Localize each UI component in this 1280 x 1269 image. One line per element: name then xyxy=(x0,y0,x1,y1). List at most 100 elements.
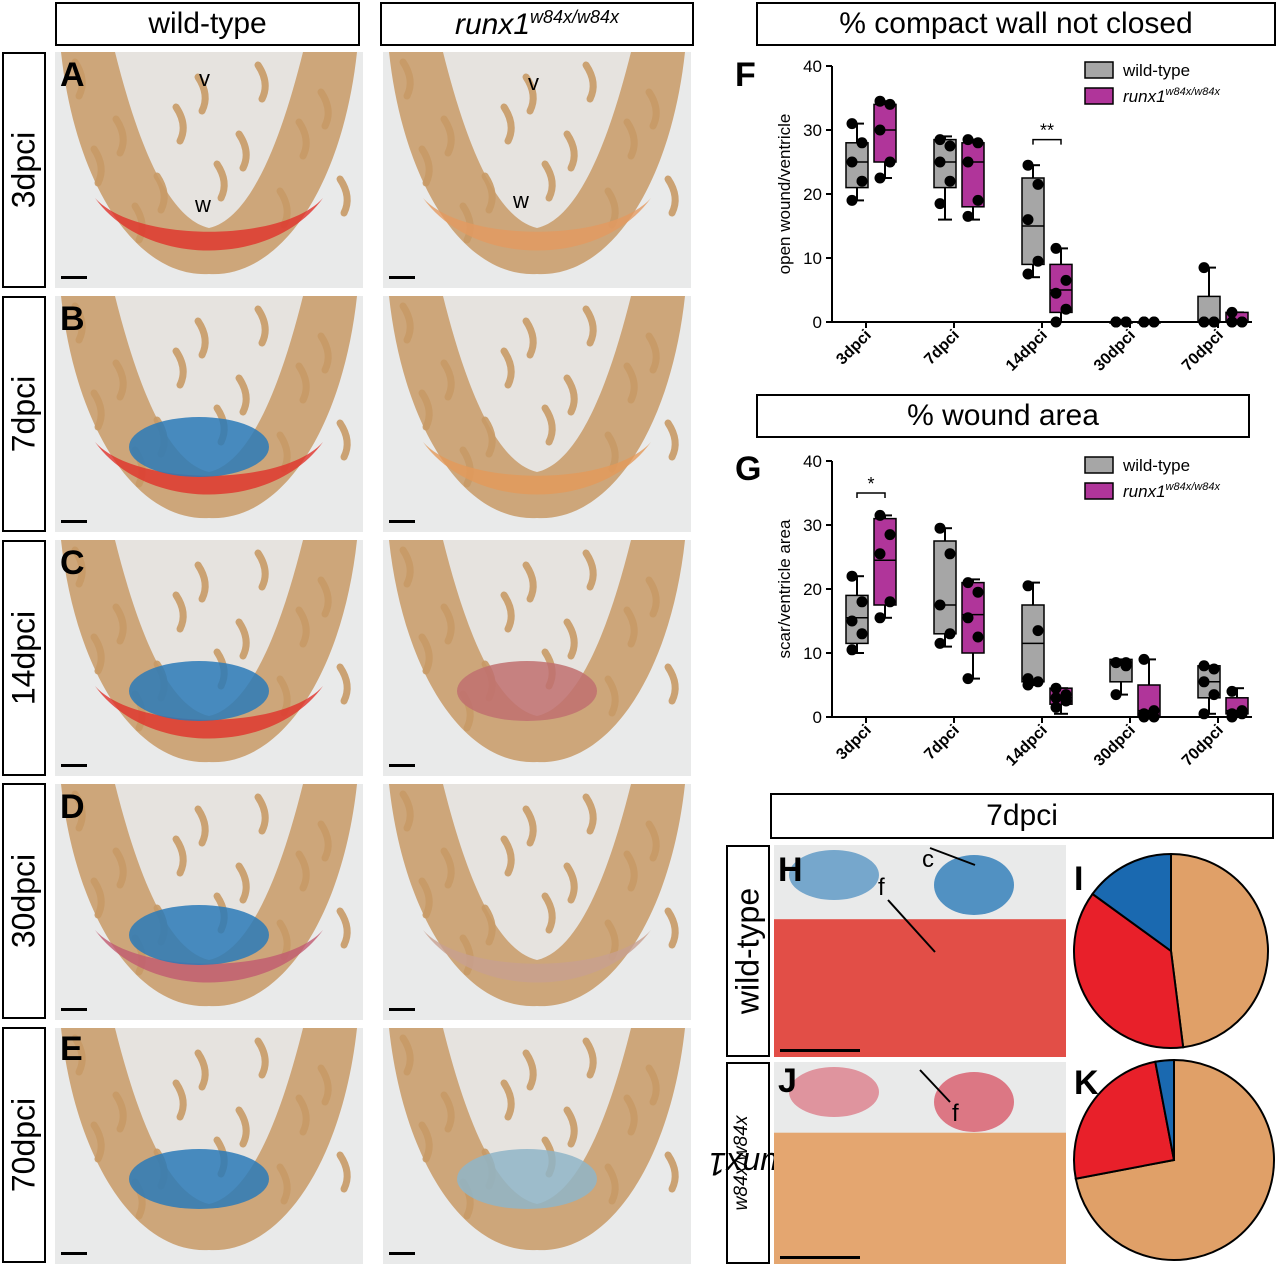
data-point xyxy=(874,612,886,624)
data-point xyxy=(962,673,974,685)
x-tick-label: 70dpci xyxy=(1179,327,1227,375)
data-point xyxy=(934,134,946,146)
panel-letter-d: D xyxy=(60,788,85,826)
y-tick-label: 0 xyxy=(813,708,822,727)
panel-letter-j: J xyxy=(778,1062,797,1100)
pie-slice xyxy=(1154,1058,1175,1161)
data-point xyxy=(934,198,946,210)
data-point xyxy=(1198,676,1210,688)
legend-swatch xyxy=(1084,61,1114,79)
legend-label: wild-type xyxy=(1122,456,1190,475)
data-point xyxy=(944,175,956,187)
x-tick-label: 7dpci xyxy=(921,327,963,369)
pie-slice xyxy=(1073,1060,1176,1180)
micrograph-70dpci-mut xyxy=(383,1028,691,1264)
section-h-title: 7dpci xyxy=(986,799,1058,832)
micrograph-j xyxy=(774,1062,1066,1264)
pie-chart-i xyxy=(1073,852,1269,1049)
y-axis-label: open wound/ventricle xyxy=(775,114,794,275)
data-point xyxy=(1022,159,1034,171)
x-tick-label: 30dpci xyxy=(1091,722,1139,770)
x-tick-label: 70dpci xyxy=(1179,722,1227,770)
data-point xyxy=(1060,303,1072,315)
legend-label: runx1w84x/w84x xyxy=(1123,481,1220,501)
panel-letter-k: K xyxy=(1074,1064,1099,1102)
y-tick-label: 40 xyxy=(803,57,822,76)
row-label-70dpci: 70dpci xyxy=(2,1027,46,1263)
y-tick-label: 20 xyxy=(803,580,822,599)
data-point xyxy=(944,628,956,640)
scale-bar xyxy=(61,1008,87,1011)
micrograph-7dpci-wt xyxy=(55,296,363,532)
panel-letter-e: E xyxy=(60,1030,83,1068)
column-header-runx1: runx1w84x/w84x xyxy=(380,2,694,46)
data-point xyxy=(1110,689,1122,701)
scale-bar xyxy=(61,276,87,279)
data-point xyxy=(962,612,974,624)
data-point xyxy=(1110,657,1122,669)
data-point xyxy=(962,210,974,222)
micrograph-14dpci-mut xyxy=(383,540,691,776)
pie-slice xyxy=(1073,892,1185,1049)
micrograph-h xyxy=(774,845,1066,1057)
significance-label: ** xyxy=(1040,121,1054,141)
y-tick-label: 40 xyxy=(803,452,822,471)
data-point xyxy=(1050,701,1062,713)
micrograph-70dpci-wt xyxy=(55,1028,363,1264)
row-label-text: 7dpci xyxy=(5,375,42,453)
runx1-gene-name: runx1 xyxy=(454,7,530,41)
row-label-h-text: wild-type xyxy=(729,887,766,1015)
annotation-lines xyxy=(887,847,976,1103)
data-point xyxy=(1198,660,1210,672)
data-point xyxy=(1148,316,1160,328)
data-point xyxy=(962,577,974,589)
data-point xyxy=(846,615,858,627)
row-label-text: 70dpci xyxy=(5,1097,42,1193)
data-point xyxy=(1208,663,1220,675)
data-point xyxy=(944,140,956,152)
data-point xyxy=(934,522,946,534)
data-point xyxy=(962,134,974,146)
data-point xyxy=(856,137,868,149)
legend-swatch xyxy=(1084,482,1114,500)
micrograph-14dpci-wt xyxy=(55,540,363,776)
micrograph-7dpci-mut xyxy=(383,296,691,532)
data-point xyxy=(972,631,984,643)
row-label-j-runx1: runx1 w84x/w84x xyxy=(708,1062,788,1264)
scale-bar xyxy=(389,1008,415,1011)
data-point xyxy=(1032,625,1044,637)
data-point xyxy=(1198,262,1210,274)
scale-bar xyxy=(389,520,415,523)
tissue-label-w-wt: w xyxy=(195,192,211,217)
scale-bar xyxy=(61,1252,87,1255)
tissue-label-v-wt: v xyxy=(199,66,210,91)
data-point xyxy=(1226,685,1238,697)
panel-letter-c: C xyxy=(60,544,85,582)
data-point xyxy=(884,98,896,110)
micrograph-30dpci-mut xyxy=(383,784,691,1020)
scale-bar xyxy=(61,520,87,523)
column-header-wild-type: wild-type xyxy=(55,2,360,46)
data-point xyxy=(1110,316,1122,328)
data-point xyxy=(1060,274,1072,286)
data-point xyxy=(1050,692,1062,704)
data-point xyxy=(1032,676,1044,688)
row-label-text: 30dpci xyxy=(5,853,42,949)
x-tick-label: 3dpci xyxy=(833,327,875,369)
data-point xyxy=(934,637,946,649)
scale-bar xyxy=(389,1252,415,1255)
y-tick-label: 0 xyxy=(813,313,822,332)
row-label-text: 3dpci xyxy=(5,131,42,209)
data-point xyxy=(1060,689,1072,701)
y-axis-label: scar/ventricle area xyxy=(775,519,794,658)
x-tick-label: 14dpci xyxy=(1003,722,1051,770)
data-point xyxy=(934,599,946,611)
scale-bar xyxy=(389,764,415,767)
data-point xyxy=(1236,316,1248,328)
data-point xyxy=(846,118,858,130)
panel-letter-i: I xyxy=(1074,860,1084,898)
y-tick-label: 30 xyxy=(803,121,822,140)
data-point xyxy=(962,156,974,168)
panel-letter-g: G xyxy=(735,450,762,488)
data-point xyxy=(856,596,868,608)
